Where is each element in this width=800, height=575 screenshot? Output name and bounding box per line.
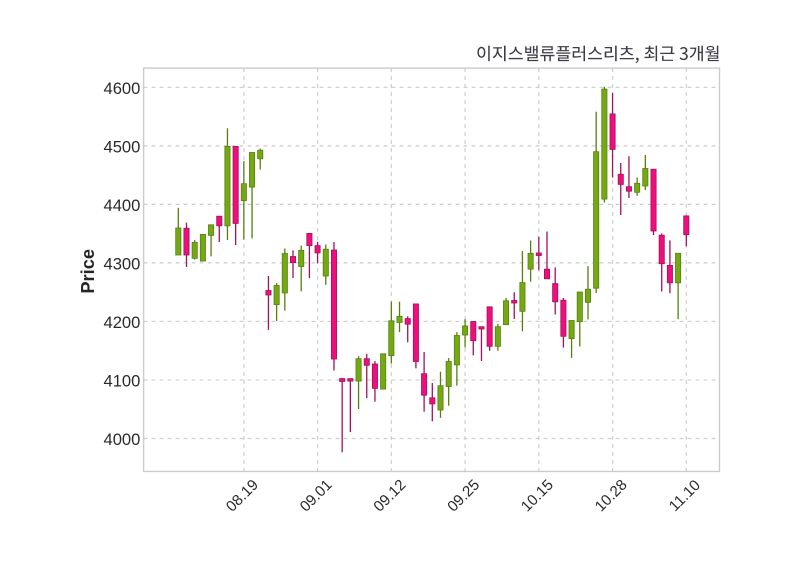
svg-text:4100: 4100 <box>103 372 140 391</box>
svg-text:Price: Price <box>77 249 98 294</box>
svg-text:4000: 4000 <box>103 430 140 449</box>
svg-text:4300: 4300 <box>103 255 140 274</box>
svg-text:4200: 4200 <box>103 313 140 332</box>
svg-text:4400: 4400 <box>103 196 140 215</box>
svg-text:4600: 4600 <box>103 79 140 98</box>
svg-text:4500: 4500 <box>103 137 140 156</box>
